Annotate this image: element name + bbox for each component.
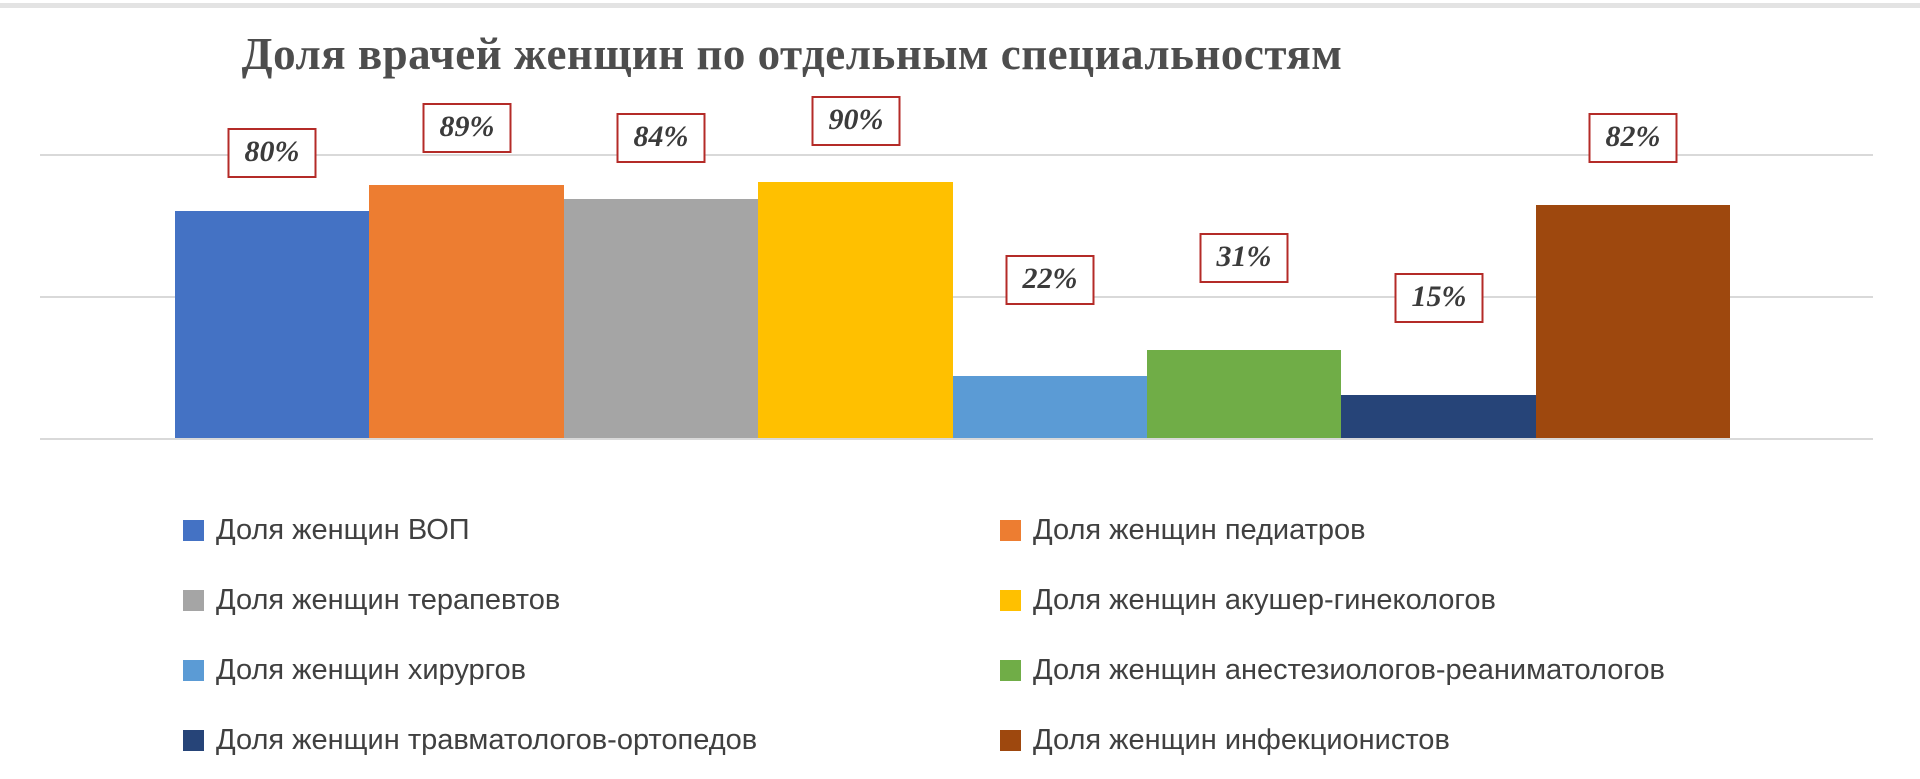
gridline-100 <box>40 154 1873 156</box>
legend-swatch-icon <box>1000 589 1021 611</box>
legend-label: Доля женщин педиатров <box>1033 513 1366 546</box>
data-label-6: 31% <box>1199 233 1289 283</box>
bar-2 <box>369 185 564 438</box>
bar-5 <box>953 376 1147 438</box>
legend-item-7: Доля женщин травматологов-ортопедов <box>183 705 1000 775</box>
legend-swatch-icon <box>1000 729 1021 751</box>
legend-label: Доля женщин акушер-гинекологов <box>1033 583 1496 616</box>
chart-title: Доля врачей женщин по отдельным специаль… <box>241 29 1343 79</box>
legend: Доля женщин ВОП Доля женщин педиатров Доля… <box>183 495 1665 775</box>
top-border <box>0 3 1920 8</box>
legend-label: Доля женщин инфекционистов <box>1033 723 1450 756</box>
legend-swatch-icon <box>183 519 204 541</box>
legend-swatch-icon <box>183 659 204 681</box>
bar-4 <box>758 182 953 438</box>
legend-item-1: Доля женщин ВОП <box>183 495 1000 565</box>
legend-label: Доля женщин ВОП <box>216 513 470 546</box>
legend-swatch-icon <box>183 729 204 751</box>
bar-1 <box>175 211 369 438</box>
legend-item-4: Доля женщин акушер-гинекологов <box>1000 565 1665 635</box>
data-label-2: 89% <box>422 103 512 153</box>
bar-3 <box>564 199 758 438</box>
data-label-1: 80% <box>227 128 317 178</box>
gridline-0 <box>40 438 1873 440</box>
legend-item-8: Доля женщин инфекционистов <box>1000 705 1665 775</box>
data-label-8: 82% <box>1588 113 1678 163</box>
legend-label: Доля женщин травматологов-ортопедов <box>216 723 758 756</box>
gridline-50 <box>40 296 1873 298</box>
legend-label: Доля женщин анестезиологов-реаниматолого… <box>1033 653 1665 686</box>
legend-swatch-icon <box>183 589 204 611</box>
data-label-4: 90% <box>811 96 901 146</box>
legend-item-6: Доля женщин анестезиологов-реаниматолого… <box>1000 635 1665 705</box>
legend-label: Доля женщин терапевтов <box>216 583 561 616</box>
legend-swatch-icon <box>1000 519 1021 541</box>
legend-item-2: Доля женщин педиатров <box>1000 495 1665 565</box>
bar-6 <box>1147 350 1341 438</box>
legend-swatch-icon <box>1000 659 1021 681</box>
legend-item-5: Доля женщин хирургов <box>183 635 1000 705</box>
legend-item-3: Доля женщин терапевтов <box>183 565 1000 635</box>
bar-8 <box>1536 205 1730 438</box>
bar-7 <box>1341 395 1536 438</box>
data-label-7: 15% <box>1394 273 1484 323</box>
legend-label: Доля женщин хирургов <box>216 653 527 686</box>
data-label-3: 84% <box>616 113 706 163</box>
data-label-5: 22% <box>1005 255 1095 305</box>
